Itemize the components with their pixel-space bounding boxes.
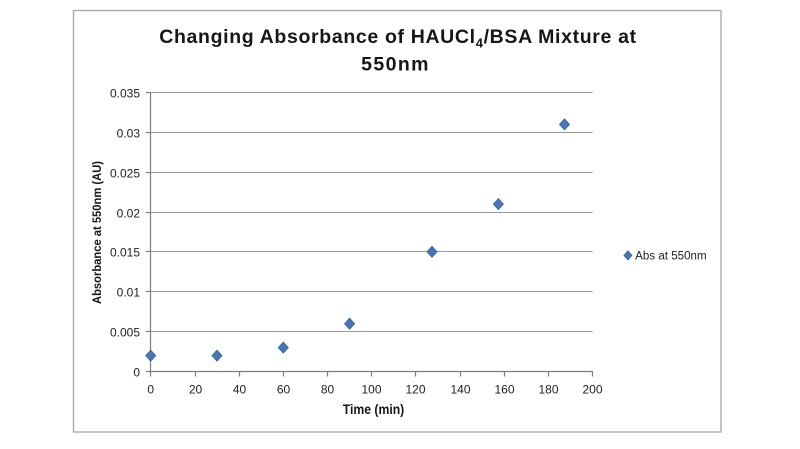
svg-text:180: 180 xyxy=(538,383,558,397)
svg-text:80: 80 xyxy=(321,383,335,397)
svg-text:0.015: 0.015 xyxy=(110,245,140,259)
svg-text:0.005: 0.005 xyxy=(110,325,140,339)
svg-text:140: 140 xyxy=(450,383,470,397)
svg-text:Time (min): Time (min) xyxy=(343,402,405,417)
svg-text:160: 160 xyxy=(494,383,514,397)
svg-text:Changing Absorbance of HAUCl4/: Changing Absorbance of HAUCl4/BSA Mixtur… xyxy=(159,26,637,51)
svg-text:0.035: 0.035 xyxy=(110,86,140,100)
svg-text:20: 20 xyxy=(189,383,203,397)
svg-text:Abs at 550nm: Abs at 550nm xyxy=(635,250,706,262)
svg-text:0.01: 0.01 xyxy=(117,285,141,299)
svg-text:100: 100 xyxy=(361,383,381,397)
svg-text:0.02: 0.02 xyxy=(117,206,141,220)
svg-text:200: 200 xyxy=(582,383,602,397)
svg-text:60: 60 xyxy=(277,383,291,397)
svg-text:Absorbance at 550nm (AU): Absorbance at 550nm (AU) xyxy=(90,161,104,304)
svg-text:40: 40 xyxy=(233,383,247,397)
svg-text:0.03: 0.03 xyxy=(117,126,141,140)
svg-text:120: 120 xyxy=(405,383,425,397)
svg-text:550nm: 550nm xyxy=(361,54,430,76)
svg-text:0: 0 xyxy=(133,365,140,379)
svg-text:0: 0 xyxy=(147,383,154,397)
svg-text:0.025: 0.025 xyxy=(110,166,140,180)
